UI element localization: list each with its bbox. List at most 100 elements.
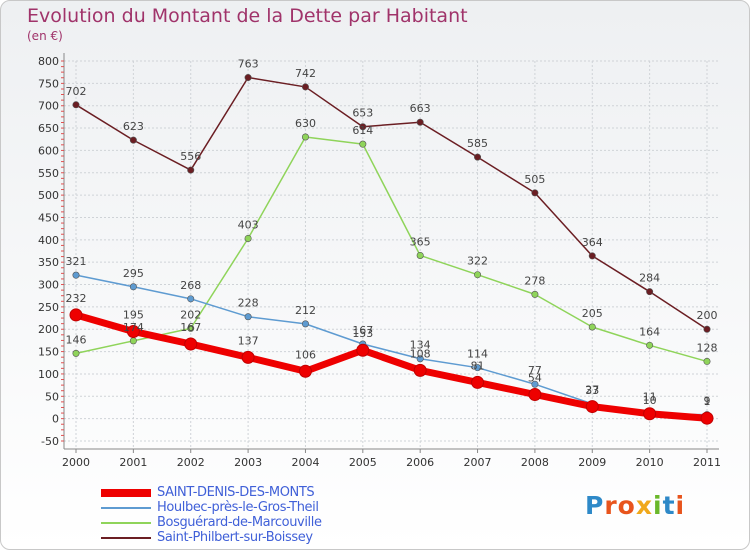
y-tick-label: 700 [38,100,59,113]
legend-label: SAINT-DENIS-DES-MONTS [157,485,315,500]
data-point [416,355,424,363]
data-label: 763 [238,58,259,71]
data-point [474,364,482,372]
data-point [585,400,599,414]
data-label: 164 [639,325,660,338]
data-point [126,324,140,338]
y-tick-label: 550 [38,167,59,180]
data-label: 702 [66,85,87,98]
data-label: 228 [238,297,259,310]
data-point [359,123,367,131]
data-point [301,133,309,141]
data-label: 153 [352,327,373,340]
data-label: 10 [643,394,657,407]
x-tick-label: 2005 [349,456,377,469]
x-tick-label: 2006 [406,456,434,469]
logo-letter: i [675,491,686,520]
legend-swatch [101,489,151,497]
data-label: 322 [467,255,488,268]
data-point [187,324,195,332]
data-point [244,234,252,242]
data-label: 106 [295,348,316,361]
logo-letter: o [617,491,636,520]
y-tick-label: -50 [41,435,59,448]
series-line [75,76,708,330]
data-point [129,337,137,345]
data-label: 623 [123,120,144,133]
data-label: 77 [528,364,542,377]
data-point [528,388,542,402]
data-point [184,337,198,351]
data-label: 33 [585,384,599,397]
data-point [244,313,252,321]
y-tick-label: 100 [38,368,59,381]
data-label: 11 [643,391,657,404]
data-label: 195 [123,308,144,321]
series-line [75,311,708,422]
data-point [588,323,596,331]
logo-letter: t [662,491,676,520]
data-point [298,364,312,378]
data-point [474,153,482,161]
data-point [703,325,711,333]
data-point [69,308,83,322]
legend-swatch [101,507,151,509]
y-tick-label: 450 [38,211,59,224]
x-tick-label: 2000 [62,456,90,469]
data-point [646,341,654,349]
legend-swatch [101,537,151,539]
data-label: 174 [123,321,144,334]
data-label: 268 [180,279,201,292]
legend-label: Saint-Philbert-sur-Boissey [157,530,313,545]
data-point [301,320,309,328]
y-tick-label: 650 [38,122,59,135]
x-tick-label: 2003 [234,456,262,469]
logo-letter: P [585,491,605,520]
data-label: 27 [585,384,599,397]
data-point [72,349,80,357]
y-tick-label: 400 [38,234,59,247]
data-label: 295 [123,267,144,280]
y-tick-label: 150 [38,346,59,359]
chart-unit: (en €) [27,29,63,43]
legend-label: Bosguérard-de-Marcouville [157,515,322,530]
x-tick-label: 2010 [636,456,664,469]
data-label: 585 [467,137,488,150]
data-point [416,251,424,259]
proxiti-logo: Proxiti [585,491,685,520]
data-point [531,189,539,197]
data-point [129,136,137,144]
logo-letter: x [635,491,653,520]
data-point [416,118,424,126]
data-point [241,350,255,364]
data-point [72,101,80,109]
y-tick-label: 750 [38,77,59,90]
y-tick-label: 300 [38,279,59,292]
data-label: 205 [582,307,603,320]
data-label: 212 [295,304,316,317]
x-tick-label: 2004 [291,456,319,469]
data-label: 505 [524,173,545,186]
data-point [129,283,137,291]
data-label: 556 [180,150,201,163]
data-label: 364 [582,236,603,249]
data-label: 167 [180,321,201,334]
data-label: 114 [467,348,488,361]
x-tick-label: 2011 [693,456,721,469]
data-label: 321 [66,255,87,268]
y-tick-label: 0 [52,413,59,426]
data-point [700,411,714,425]
x-tick-label: 2009 [578,456,606,469]
data-label: 365 [410,235,431,248]
data-point [646,288,654,296]
data-point [471,375,485,389]
data-label: 403 [238,218,259,231]
data-point [356,343,370,357]
data-point [531,380,539,388]
y-tick-label: 250 [38,301,59,314]
logo-letter: i [653,491,663,520]
data-label: 284 [639,272,660,285]
chart-title: Evolution du Montant de la Dette par Hab… [27,5,468,27]
x-tick-label: 2008 [521,456,549,469]
